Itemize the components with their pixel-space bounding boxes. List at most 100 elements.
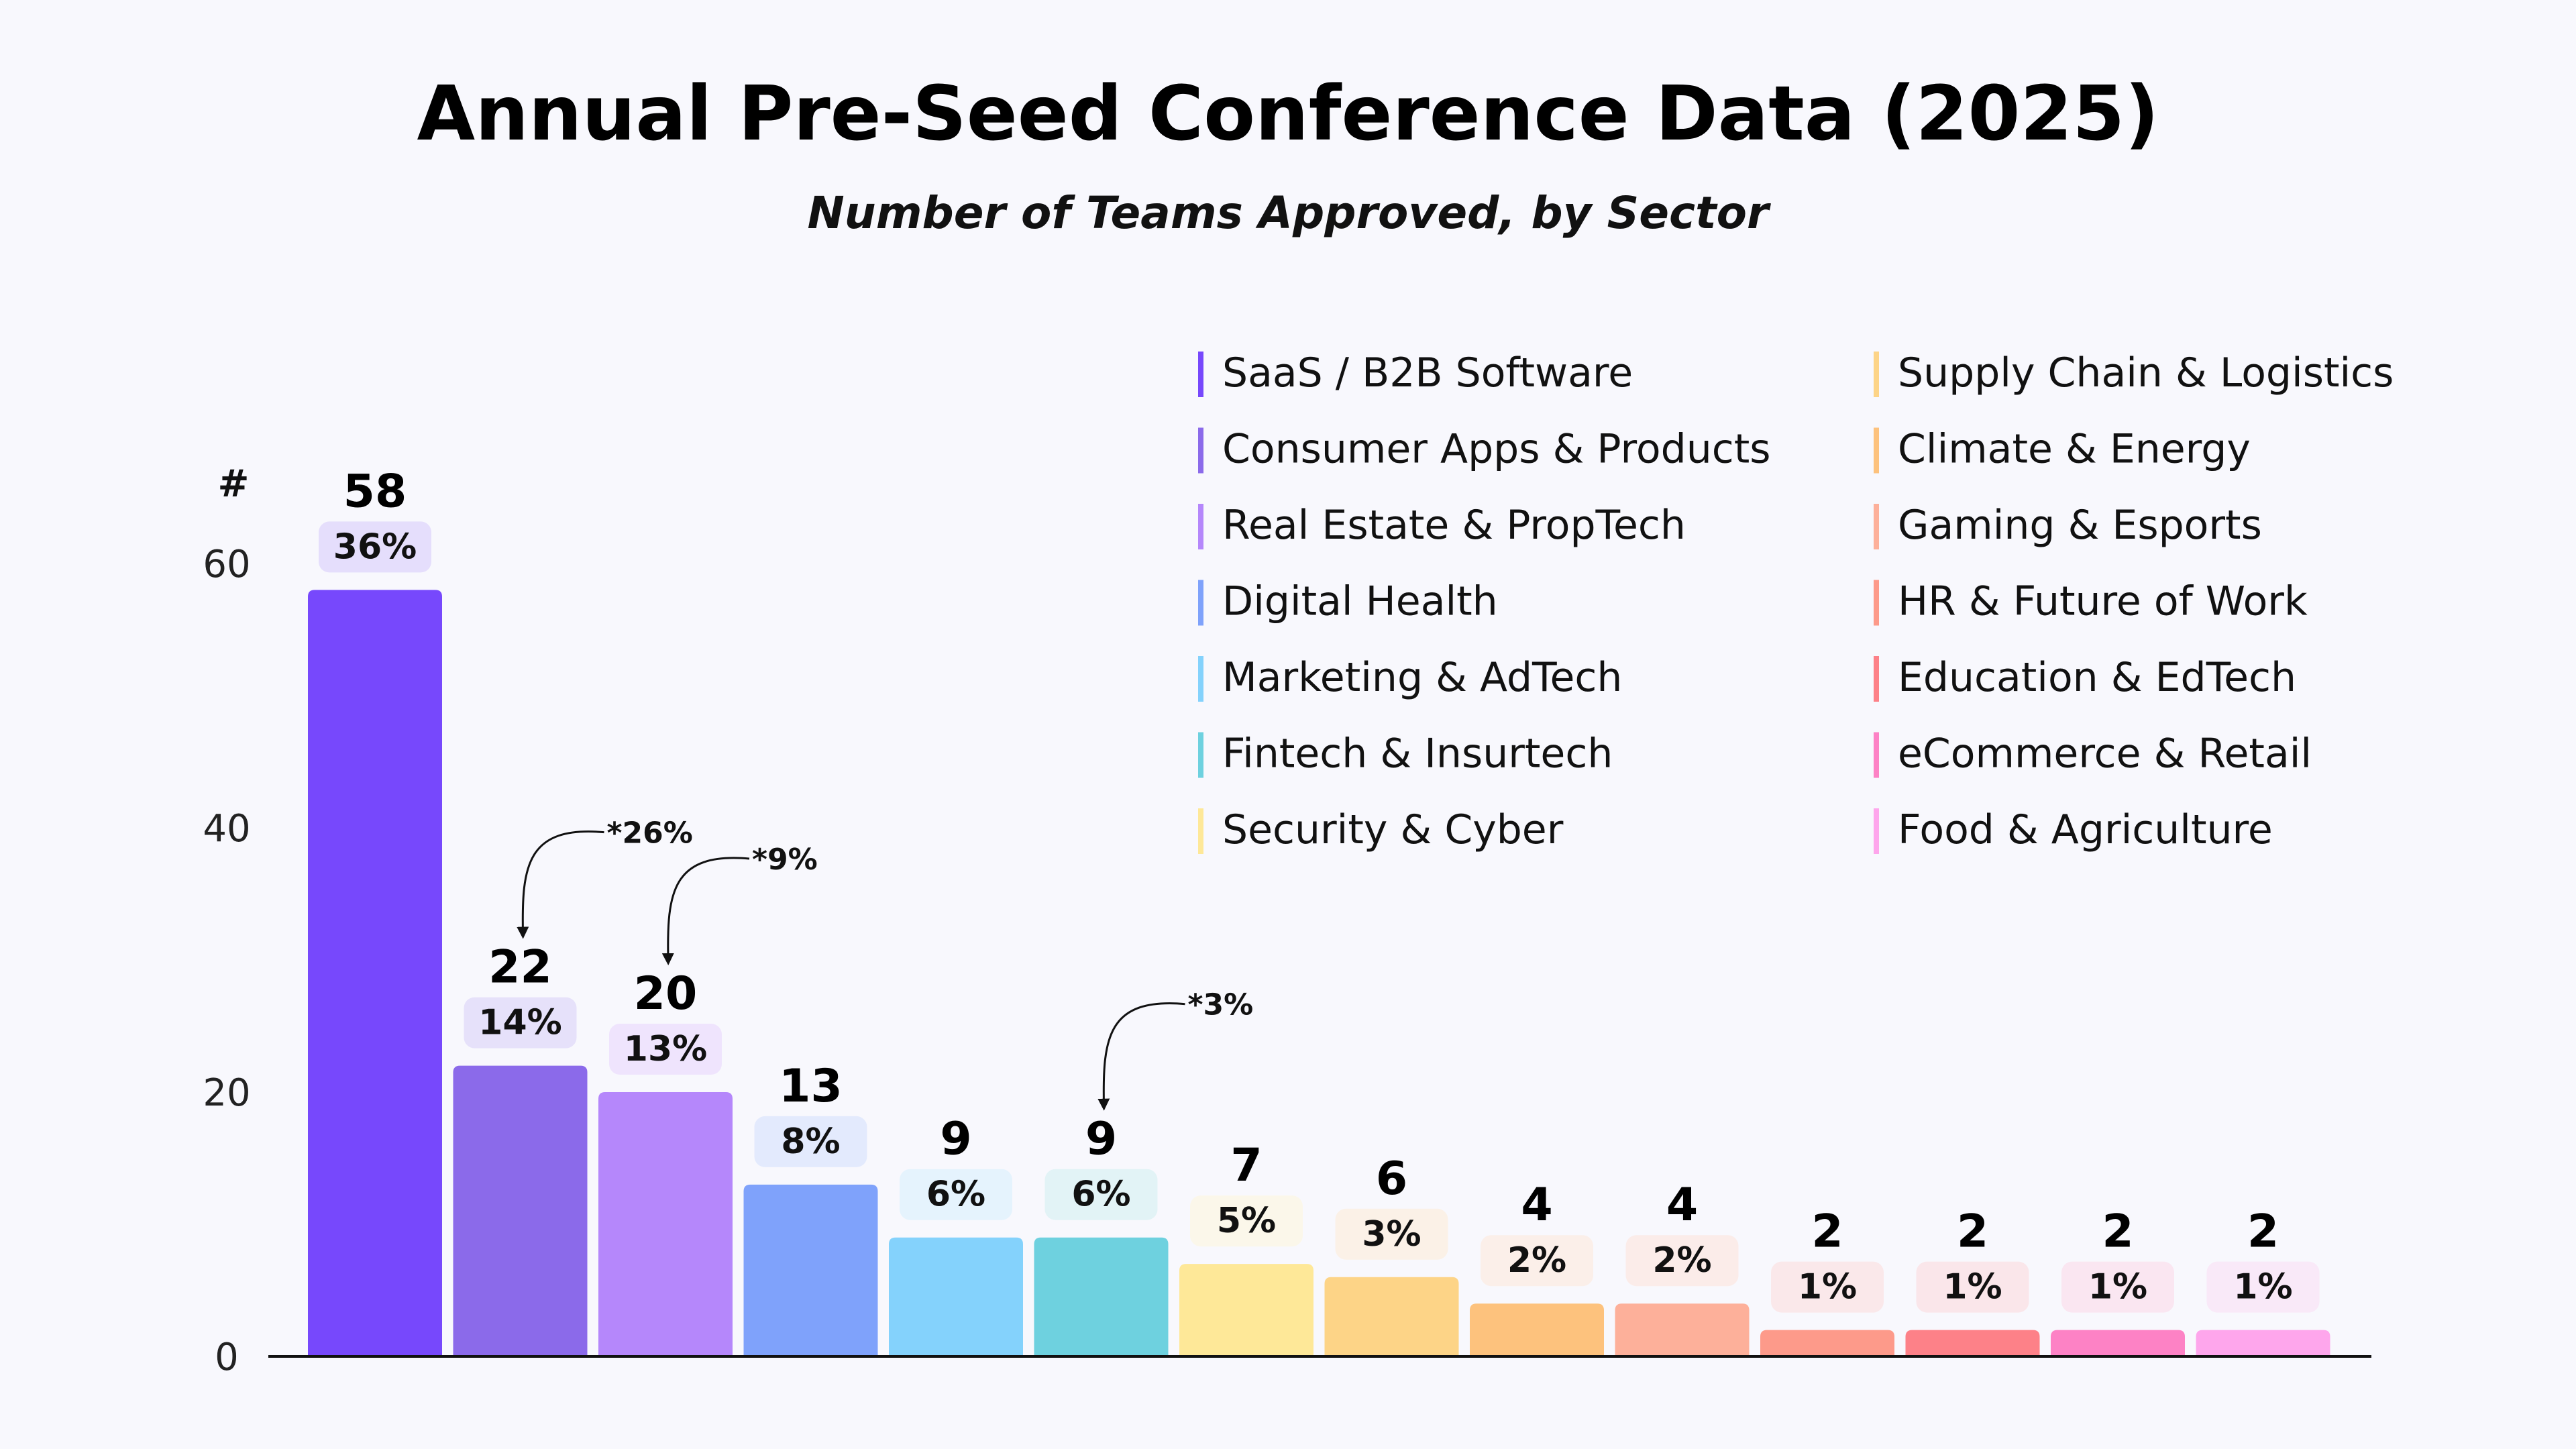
percent-label: 5%: [1217, 1201, 1276, 1241]
value-label: 6: [1376, 1152, 1407, 1205]
value-label: 13: [779, 1060, 843, 1113]
percent-label: 2%: [1507, 1240, 1566, 1281]
percent-label: 1%: [1798, 1267, 1857, 1307]
legend-entry: Consumer Apps & Products: [1222, 426, 1771, 473]
y-ticks: 0 20 40 60: [203, 543, 250, 1379]
legend-swatch: [1198, 580, 1203, 626]
legend-entry: Fintech & Insurtech: [1222, 731, 1613, 777]
bar: [1905, 1330, 2040, 1356]
annotation-arrow: [517, 830, 604, 939]
legend-swatch: [1198, 427, 1203, 474]
bar: [598, 1092, 733, 1356]
percent-label: 1%: [2088, 1267, 2147, 1307]
legend-entry: Supply Chain & Logistics: [1898, 350, 2394, 396]
percent-label: 14%: [478, 1003, 561, 1043]
legend-swatch: [1874, 580, 1879, 626]
bar: [1615, 1303, 1750, 1356]
percent-label: 1%: [1943, 1267, 2002, 1307]
legend-swatch: [1874, 656, 1879, 702]
annotation-label: *9%: [752, 843, 818, 877]
percent-badge: [1771, 1261, 1884, 1313]
percent-badge: [754, 1116, 867, 1167]
legend-entry: Food & Agriculture: [1898, 806, 2273, 853]
percent-label: 8%: [781, 1122, 840, 1162]
legend-swatch: [1198, 352, 1203, 397]
bar: [1034, 1237, 1169, 1356]
chart-subtitle: Number of Teams Approved, by Sector: [807, 187, 1771, 239]
percent-badge: [319, 521, 431, 573]
value-label: 9: [1085, 1113, 1117, 1166]
bar: [308, 590, 442, 1356]
bar: [1470, 1303, 1604, 1356]
annotations: *26% *9% *3%: [517, 816, 1254, 1111]
value-label: 4: [1521, 1179, 1552, 1232]
legend-entry: Education & EdTech: [1898, 654, 2296, 701]
percent-label: 36%: [333, 527, 417, 567]
y-axis-label: #: [218, 462, 250, 506]
bar: [2196, 1330, 2330, 1356]
bar: [1324, 1277, 1459, 1356]
annotation-label: *26%: [607, 816, 693, 851]
percent-badge: [1625, 1235, 1739, 1287]
legend-swatch: [1198, 732, 1203, 778]
percent-badge: [1190, 1195, 1303, 1247]
legend-swatch: [1874, 732, 1879, 778]
value-label: 7: [1230, 1139, 1262, 1192]
bar: [2051, 1330, 2185, 1356]
legend-swatch: [1874, 808, 1879, 854]
legend-entry: SaaS / B2B Software: [1222, 350, 1633, 396]
percent-badges: 36% 14% 13% 8% 6% 6% 5% 3% 2% 2% 1% 1% 1% 1%: [319, 521, 2320, 1313]
value-label: 9: [940, 1113, 971, 1166]
legend-swatch: [1198, 504, 1203, 549]
annotation-arrow: [661, 857, 750, 965]
bar: [453, 1065, 588, 1356]
value-label: 20: [634, 967, 698, 1020]
percent-label: 6%: [1071, 1175, 1130, 1215]
percent-badge: [900, 1169, 1012, 1220]
y-tick-label: 0: [215, 1336, 239, 1379]
bars: [308, 590, 2330, 1356]
chart-title: Annual Pre-Seed Conference Data (2025): [417, 70, 2159, 158]
legend-entry: Gaming & Esports: [1898, 502, 2262, 549]
value-label: 4: [1666, 1179, 1698, 1232]
legend-entry: eCommerce & Retail: [1898, 731, 2312, 777]
legend-entry: Climate & Energy: [1898, 426, 2251, 473]
percent-badge: [1335, 1208, 1448, 1260]
legend-swatch: [1874, 504, 1879, 549]
percent-badge: [2061, 1261, 2174, 1313]
legend-entry: Security & Cyber: [1222, 806, 1564, 853]
bar: [1760, 1330, 1894, 1356]
y-tick-label: 40: [203, 807, 250, 851]
percent-badge: [609, 1024, 722, 1075]
value-label: 2: [2247, 1205, 2279, 1258]
legend-entry: Real Estate & PropTech: [1222, 502, 1686, 549]
percent-label: 6%: [926, 1175, 985, 1215]
percent-badge: [1481, 1235, 1593, 1287]
percent-label: 3%: [1362, 1214, 1421, 1254]
value-label: 22: [488, 941, 552, 994]
legend-swatch: [1198, 808, 1203, 854]
bar: [1179, 1264, 1313, 1356]
legend-swatch: [1198, 656, 1203, 702]
percent-badge: [464, 997, 577, 1049]
y-tick-label: 20: [203, 1071, 250, 1115]
legend-entry: Digital Health: [1222, 578, 1498, 625]
value-label: 2: [2102, 1205, 2133, 1258]
legend-swatch: [1874, 352, 1879, 397]
percent-badge: [1044, 1169, 1158, 1220]
legend-entry: HR & Future of Work: [1898, 578, 2308, 625]
legend-swatch: [1874, 427, 1879, 474]
percent-label: 13%: [624, 1029, 707, 1069]
legend-entry: Marketing & AdTech: [1222, 654, 1622, 701]
bar: [889, 1237, 1023, 1356]
value-label: 2: [1811, 1205, 1843, 1258]
value-label: 2: [1957, 1205, 1988, 1258]
value-label: 58: [343, 465, 407, 518]
y-tick-label: 60: [203, 543, 250, 586]
percent-badge: [2206, 1261, 2320, 1313]
percent-badge: [1916, 1261, 2029, 1313]
percent-label: 2%: [1652, 1240, 1711, 1281]
annotation-label: *3%: [1188, 988, 1254, 1022]
